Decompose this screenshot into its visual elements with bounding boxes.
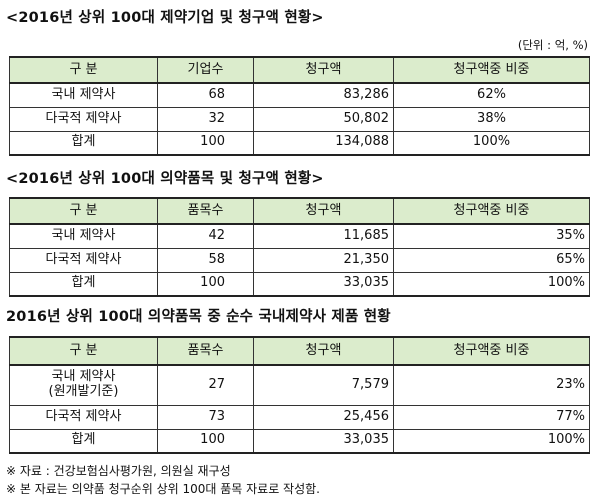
header-category: 구 분 — [9, 56, 158, 84]
domestic-product-table: 구 분 품목수 청구액 청구액중 비중 국내 제약사 (원개발기준) 27 7,… — [9, 336, 590, 454]
row-amount: 25,456 — [253, 404, 394, 430]
header-category: 구 분 — [9, 197, 158, 225]
row-share: 100% — [393, 130, 590, 156]
table-row: 국내 제약사 68 83,286 62% — [9, 82, 590, 108]
section3-title: 2016년 상위 100대 의약품목 중 순수 국내제약사 제품 현황 — [6, 309, 391, 325]
row-label: 국내 제약사 — [9, 82, 158, 108]
row-count: 27 — [157, 364, 254, 406]
table-total-row: 합계 100 33,035 100% — [9, 271, 590, 297]
table-row: 다국적 제약사 32 50,802 38% — [9, 106, 590, 132]
row-count: 42 — [157, 223, 254, 249]
header-claim-share: 청구액중 비중 — [393, 197, 590, 225]
source-note: ※ 자료 : 건강보험심사평가원, 의원실 재구성 — [6, 464, 231, 478]
row-share: 35% — [393, 223, 590, 249]
row-amount: 7,579 — [253, 364, 394, 406]
row-count: 68 — [157, 82, 254, 108]
row-amount: 83,286 — [253, 82, 394, 108]
table-total-row: 합계 100 33,035 100% — [9, 428, 590, 454]
row-amount: 50,802 — [253, 106, 394, 132]
header-product-count: 품목수 — [157, 336, 254, 366]
header-claim-amount: 청구액 — [253, 197, 394, 225]
row-count: 100 — [157, 130, 254, 156]
row-label: 합계 — [9, 428, 158, 454]
header-category: 구 분 — [9, 336, 158, 366]
section2-title: <2016년 상위 100대 의약품목 및 청구액 현황> — [6, 171, 324, 187]
row-label: 국내 제약사 (원개발기준) — [9, 364, 158, 406]
row-amount: 134,088 — [253, 130, 394, 156]
row-count: 100 — [157, 271, 254, 297]
row-label: 합계 — [9, 130, 158, 156]
row-share: 77% — [393, 404, 590, 430]
row-share: 100% — [393, 428, 590, 454]
row-share: 38% — [393, 106, 590, 132]
table-row: 국내 제약사 (원개발기준) 27 7,579 23% — [9, 364, 590, 406]
row-amount: 33,035 — [253, 271, 394, 297]
product-claims-table: 구 분 품목수 청구액 청구액중 비중 국내 제약사 42 11,685 35%… — [9, 197, 590, 297]
header-company-count: 기업수 — [157, 56, 254, 84]
company-claims-table: 구 분 기업수 청구액 청구액중 비중 국내 제약사 68 83,286 62%… — [9, 56, 590, 156]
table-row: 국내 제약사 42 11,685 35% — [9, 223, 590, 249]
row-amount: 11,685 — [253, 223, 394, 249]
row-share: 23% — [393, 364, 590, 406]
row-label: 다국적 제약사 — [9, 404, 158, 430]
row-label: 다국적 제약사 — [9, 247, 158, 273]
header-product-count: 품목수 — [157, 197, 254, 225]
row-label: 국내 제약사 — [9, 223, 158, 249]
table-header-row: 구 분 품목수 청구액 청구액중 비중 — [9, 336, 590, 366]
row-count: 58 — [157, 247, 254, 273]
row-share: 62% — [393, 82, 590, 108]
header-claim-amount: 청구액 — [253, 56, 394, 84]
row-count: 32 — [157, 106, 254, 132]
header-claim-share: 청구액중 비중 — [393, 336, 590, 366]
unit-label: (단위 : 억, %) — [517, 38, 588, 52]
table-header-row: 구 분 품목수 청구액 청구액중 비중 — [9, 197, 590, 225]
table-row: 다국적 제약사 58 21,350 65% — [9, 247, 590, 273]
row-amount: 33,035 — [253, 428, 394, 454]
header-claim-amount: 청구액 — [253, 336, 394, 366]
row-count: 73 — [157, 404, 254, 430]
row-amount: 21,350 — [253, 247, 394, 273]
header-claim-share: 청구액중 비중 — [393, 56, 590, 84]
row-label: 다국적 제약사 — [9, 106, 158, 132]
section1-title: <2016년 상위 100대 제약기업 및 청구액 현황> — [6, 10, 324, 26]
row-share: 65% — [393, 247, 590, 273]
table-row: 다국적 제약사 73 25,456 77% — [9, 404, 590, 430]
row-label: 합계 — [9, 271, 158, 297]
row-share: 100% — [393, 271, 590, 297]
table-header-row: 구 분 기업수 청구액 청구액중 비중 — [9, 56, 590, 84]
row-count: 100 — [157, 428, 254, 454]
table-total-row: 합계 100 134,088 100% — [9, 130, 590, 156]
scope-note: ※ 본 자료는 의약품 청구순위 상위 100대 품목 자료로 작성함. — [6, 482, 320, 496]
